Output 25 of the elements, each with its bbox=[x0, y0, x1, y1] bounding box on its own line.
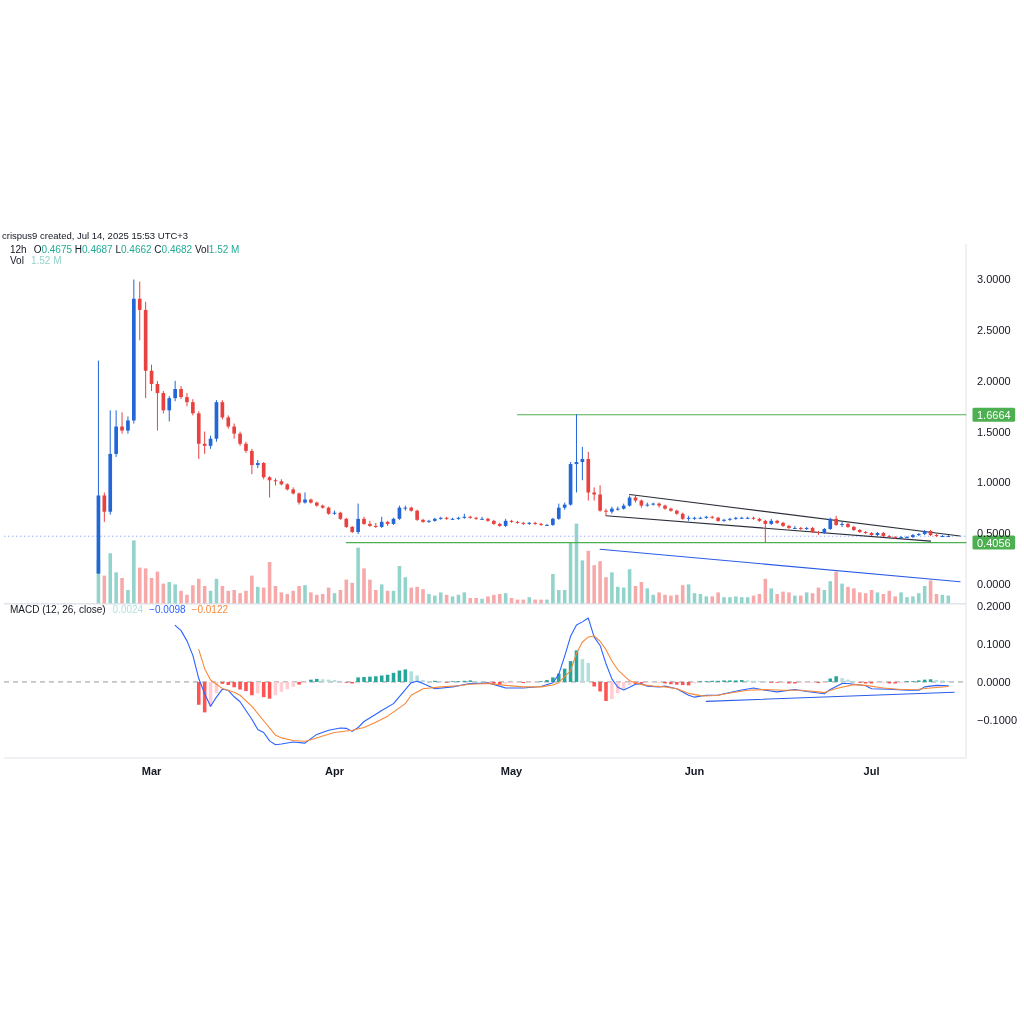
chart-title: Vol bbox=[10, 255, 24, 266]
x-tick-label: Apr bbox=[325, 765, 345, 777]
text: crispus9 created, Jul 14, 2025 15:53 UTC+3 bbox=[2, 230, 189, 241]
y-tick-label: 2.5000 bbox=[977, 324, 1011, 337]
y-tick-label: 3.0000 bbox=[977, 273, 1011, 286]
y-tick-label: 0.1000 bbox=[977, 637, 1011, 650]
x-tick-label: Jun bbox=[684, 765, 705, 777]
chart-title: MACD (12, 26, close) bbox=[10, 604, 106, 615]
annotation: −0.0098 bbox=[149, 604, 187, 615]
y-tick-label: 0.2000 bbox=[977, 599, 1011, 612]
x-tick-label: May bbox=[500, 765, 524, 777]
y-tick-label: 1.5000 bbox=[977, 425, 1011, 438]
y-tick-label: 2.0000 bbox=[977, 374, 1011, 387]
y-tick-label: −0.1000 bbox=[977, 713, 1018, 726]
y-tick-label: 0.0000 bbox=[977, 675, 1011, 688]
x-tick-label: Jul bbox=[863, 765, 880, 777]
annotation: 1.52 M bbox=[30, 255, 62, 266]
annotation: 0.0024 bbox=[112, 604, 144, 615]
y-tick-label: 1.0000 bbox=[977, 476, 1011, 489]
chart-title: 12h bbox=[10, 244, 27, 255]
y-tick-label: 0.0000 bbox=[977, 577, 1011, 590]
x-tick-label: Mar bbox=[141, 765, 163, 777]
data-label: 1.6664 bbox=[977, 408, 1011, 421]
text: O0.4675 H0.4687 L0.4662 C0.4682 Vol1.52 M bbox=[33, 244, 240, 255]
annotation: −0.0122 bbox=[191, 604, 229, 615]
